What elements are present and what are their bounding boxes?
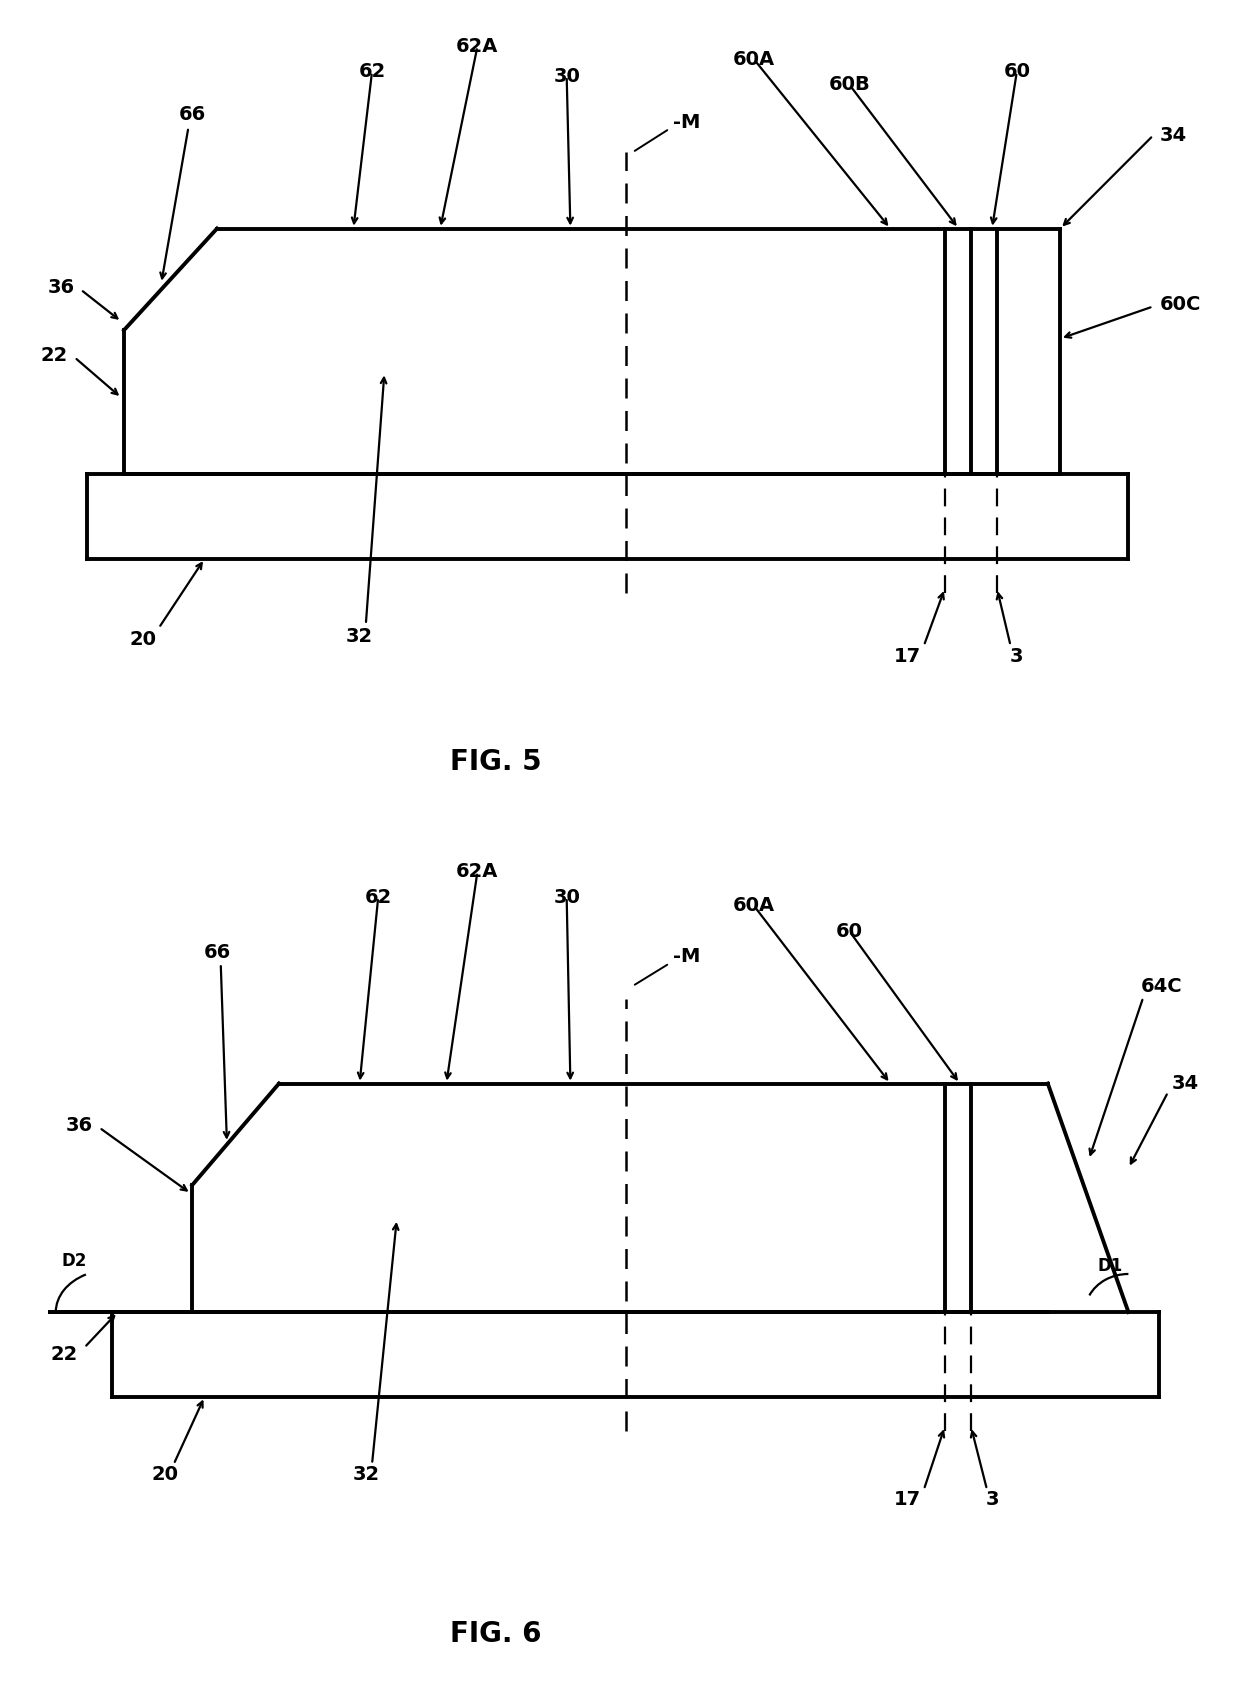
Text: -M: -M — [673, 946, 701, 967]
Text: 17: 17 — [894, 1490, 921, 1510]
Text: 22: 22 — [51, 1344, 78, 1365]
Text: 20: 20 — [129, 630, 156, 648]
Text: 32: 32 — [346, 626, 373, 647]
Text: 17: 17 — [894, 647, 921, 665]
Text: 36: 36 — [47, 278, 74, 298]
Text: 60A: 60A — [733, 49, 775, 69]
Text: 60C: 60C — [1159, 295, 1200, 315]
Text: 60: 60 — [836, 921, 863, 941]
Text: 32: 32 — [352, 1464, 379, 1485]
Text: 62: 62 — [358, 63, 386, 81]
Text: 3: 3 — [1011, 647, 1023, 665]
Text: 34: 34 — [1172, 1073, 1199, 1094]
Text: D2: D2 — [62, 1253, 87, 1270]
Text: 66: 66 — [203, 943, 231, 962]
Text: 22: 22 — [41, 345, 68, 366]
Text: 62A: 62A — [456, 862, 498, 882]
Text: 60A: 60A — [733, 896, 775, 916]
Text: 62: 62 — [365, 887, 392, 907]
Text: 3: 3 — [986, 1490, 998, 1510]
Text: 60: 60 — [1003, 63, 1030, 81]
Text: 66: 66 — [179, 105, 206, 124]
Text: 36: 36 — [66, 1116, 93, 1136]
Text: FIG. 5: FIG. 5 — [450, 748, 542, 775]
Text: 30: 30 — [553, 66, 580, 86]
Text: 20: 20 — [151, 1464, 179, 1485]
Text: 64C: 64C — [1141, 977, 1183, 995]
Text: 34: 34 — [1159, 125, 1187, 146]
Text: 60B: 60B — [828, 74, 870, 95]
Text: 30: 30 — [553, 887, 580, 907]
Text: D1: D1 — [1097, 1256, 1122, 1275]
Text: 62A: 62A — [456, 37, 498, 56]
Text: FIG. 6: FIG. 6 — [450, 1620, 542, 1647]
Text: -M: -M — [673, 113, 701, 132]
